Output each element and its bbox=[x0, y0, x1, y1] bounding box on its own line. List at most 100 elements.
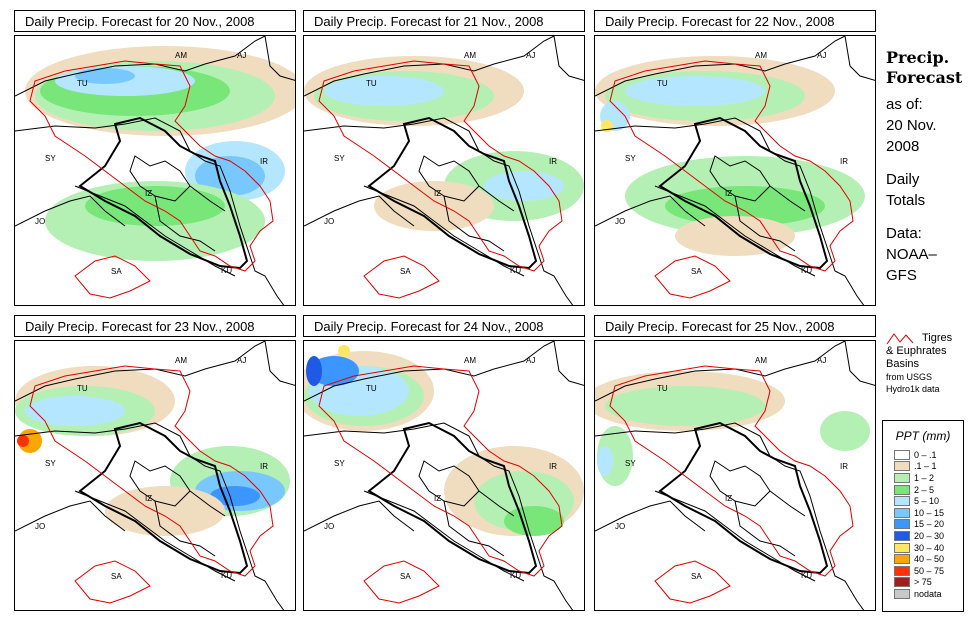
country-label: SA bbox=[400, 572, 411, 581]
panel-title: Daily Precip. Forecast for 20 Nov., 2008 bbox=[14, 10, 296, 32]
precip-map: AM AJ TU SY IR IZ JO SA KU bbox=[14, 340, 296, 611]
country-label: IR bbox=[840, 462, 848, 471]
country-label: AM bbox=[175, 51, 187, 60]
precip-map: AM AJ TU SY IR IZ JO SA KU bbox=[594, 35, 876, 306]
precip-field bbox=[595, 56, 865, 256]
basin-outline bbox=[29, 365, 274, 577]
heading-line-2: Forecast bbox=[886, 68, 963, 87]
country-label: SY bbox=[45, 459, 56, 468]
scale-swatch bbox=[894, 530, 910, 541]
country-labels: AM AJ TU SY IR IZ JO SA KU bbox=[324, 356, 557, 581]
scale-row: > 75 bbox=[894, 577, 963, 589]
border-caspian bbox=[553, 341, 584, 386]
country-label: AM bbox=[464, 356, 476, 365]
scale-row: 40 – 50 bbox=[894, 553, 963, 565]
country-label: TU bbox=[77, 79, 88, 88]
country-label: TU bbox=[366, 384, 377, 393]
country-label: IR bbox=[549, 157, 557, 166]
basin-legend: Tigres & Euphrates Basins from USGS Hydr… bbox=[886, 332, 971, 395]
border-caspian bbox=[553, 36, 584, 81]
scale-row: 5 – 10 bbox=[894, 495, 963, 507]
scale-label: 10 – 15 bbox=[914, 507, 945, 518]
totals-label: Totals bbox=[886, 192, 926, 209]
precip-field bbox=[304, 345, 584, 536]
basin-outline bbox=[318, 60, 563, 272]
precip-field bbox=[595, 371, 870, 486]
province-borders bbox=[418, 155, 480, 202]
precip-area bbox=[25, 396, 125, 426]
scale-swatch bbox=[894, 496, 910, 507]
country-label: AJ bbox=[817, 51, 826, 60]
country-label: KU bbox=[221, 571, 232, 580]
as-of-date: 20 Nov. bbox=[886, 117, 937, 134]
border-saudi bbox=[654, 185, 816, 277]
precip-area bbox=[306, 356, 322, 386]
scale-row: 30 – 40 bbox=[894, 542, 963, 554]
country-label: SA bbox=[400, 267, 411, 276]
country-labels: AM AJ TU SY IR IZ JO SA KU bbox=[35, 356, 268, 581]
country-label: JO bbox=[324, 522, 334, 531]
country-borders bbox=[15, 36, 295, 305]
forecast-info: Precip. Forecast as of: 20 Nov. 2008 Dai… bbox=[886, 48, 966, 286]
province-borders bbox=[709, 155, 771, 202]
country-label: TU bbox=[657, 384, 668, 393]
panel-title: Daily Precip. Forecast for 22 Nov., 2008 bbox=[594, 10, 876, 32]
iraq-outline bbox=[658, 421, 829, 575]
forecast-panel-6: Daily Precip. Forecast for 25 Nov., 2008… bbox=[594, 315, 876, 611]
scale-title: PPT (mm) bbox=[895, 429, 951, 443]
border-north bbox=[304, 36, 555, 97]
basin-outline-south bbox=[363, 560, 440, 604]
precip-area bbox=[665, 186, 825, 226]
scale-label: 40 – 50 bbox=[914, 554, 945, 565]
scale-label: 0 – .1 bbox=[914, 449, 937, 460]
basin-legend-line-5: Hydro1k data bbox=[886, 384, 940, 394]
province-borders bbox=[443, 490, 515, 557]
tigris-euphrates-basin bbox=[318, 60, 563, 299]
country-label: AJ bbox=[237, 356, 246, 365]
country-label: IR bbox=[549, 462, 557, 471]
precip-map: AM AJ TU SY IR IZ JO SA KU bbox=[303, 35, 585, 306]
forecast-panel-2: Daily Precip. Forecast for 21 Nov., 2008… bbox=[303, 10, 585, 306]
basin-outline-south bbox=[363, 255, 440, 299]
scale-swatch bbox=[894, 507, 910, 518]
province-borders bbox=[129, 155, 191, 202]
country-label: SY bbox=[334, 459, 345, 468]
precip-area bbox=[605, 386, 765, 426]
country-label: IZ bbox=[725, 189, 732, 198]
basin-legend-line-3: Basins bbox=[886, 358, 920, 370]
country-label: JO bbox=[615, 522, 625, 531]
border-north bbox=[15, 341, 266, 402]
forecast-panel-5: Daily Precip. Forecast for 24 Nov., 2008… bbox=[303, 315, 585, 611]
basin-outline-south bbox=[74, 255, 151, 299]
country-label: AJ bbox=[237, 51, 246, 60]
iraq-outline bbox=[78, 116, 249, 270]
scale-swatch bbox=[894, 484, 910, 495]
border-caspian bbox=[264, 341, 295, 386]
data-label: Data: bbox=[886, 225, 922, 242]
iraq-outline bbox=[367, 116, 538, 270]
daily-label: Daily bbox=[886, 171, 920, 188]
scale-row: 20 – 30 bbox=[894, 530, 963, 542]
country-label: IR bbox=[840, 157, 848, 166]
map-canvas: AM AJ TU SY IR IZ JO SA KU bbox=[304, 341, 584, 610]
forecast-panel-4: Daily Precip. Forecast for 23 Nov., 2008… bbox=[14, 315, 296, 611]
tigris-euphrates-basin bbox=[609, 365, 854, 604]
map-canvas: AM AJ TU SY IR IZ JO SA KU bbox=[15, 36, 295, 305]
province-borders bbox=[154, 490, 226, 557]
panel-title: Daily Precip. Forecast for 21 Nov., 2008 bbox=[303, 10, 585, 32]
scale-label: 30 – 40 bbox=[914, 542, 945, 553]
basin-outline-south bbox=[654, 560, 731, 604]
panel-title: Daily Precip. Forecast for 24 Nov., 2008 bbox=[303, 315, 585, 337]
country-label: KU bbox=[801, 266, 812, 275]
country-label: TU bbox=[657, 79, 668, 88]
tigris-euphrates-basin bbox=[29, 365, 274, 604]
border-jordan bbox=[15, 195, 126, 227]
scale-label: 1 – 2 bbox=[914, 472, 935, 483]
data-source-2: GFS bbox=[886, 267, 917, 284]
scale-row: nodata bbox=[894, 588, 963, 600]
province-borders bbox=[443, 185, 515, 252]
scale-swatch bbox=[894, 565, 910, 576]
map-canvas: AM AJ TU SY IR IZ JO SA KU bbox=[595, 341, 875, 610]
country-labels: AM AJ TU SY IR IZ JO SA KU bbox=[35, 51, 268, 276]
